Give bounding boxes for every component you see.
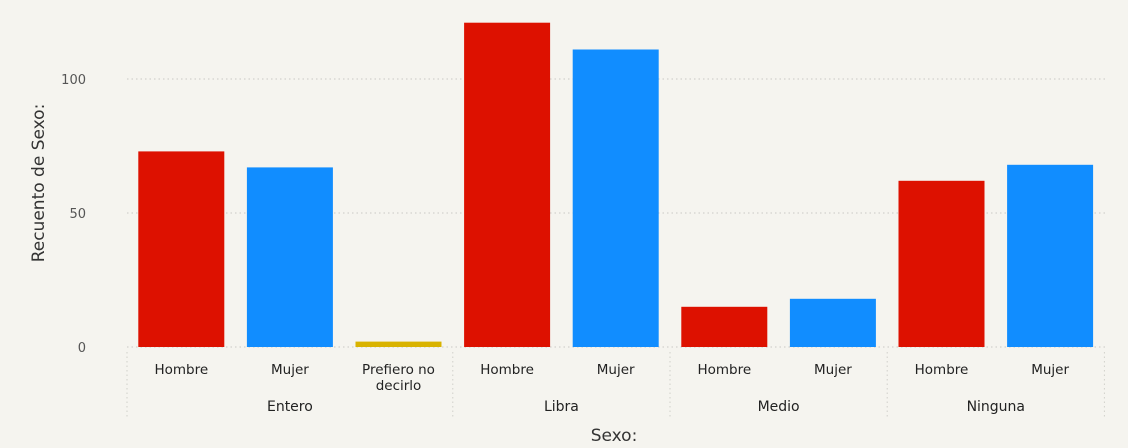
x-group-label: Ninguna bbox=[967, 399, 1025, 415]
y-axis-title: Recuento de Sexo: bbox=[29, 104, 49, 263]
bar-entero-hombre bbox=[138, 151, 225, 347]
y-axis-ticks: 0 50 100 bbox=[61, 73, 86, 356]
x-axis-labels: Hombre Mujer Prefiero no decirlo Entero Hombr… bbox=[154, 362, 1069, 415]
bar-medio-hombre bbox=[681, 306, 768, 347]
x-category-label: Prefiero no decirlo bbox=[362, 362, 435, 394]
x-category-label: Mujer bbox=[271, 362, 309, 378]
bar-entero-prefiero-no-decirlo bbox=[355, 341, 442, 347]
bar-libra-mujer bbox=[572, 49, 659, 347]
x-category-label: Hombre bbox=[154, 362, 208, 378]
y-tick-label: 0 bbox=[78, 341, 86, 356]
x-category-label: Mujer bbox=[1031, 362, 1069, 378]
y-tick-label: 50 bbox=[69, 207, 86, 222]
x-group-label: Entero bbox=[267, 399, 313, 415]
bar-entero-mujer bbox=[246, 167, 333, 347]
x-group-label: Medio bbox=[758, 399, 800, 415]
bar-ninguna-mujer bbox=[1007, 164, 1094, 347]
x-category-label: Mujer bbox=[814, 362, 852, 378]
bar-libra-hombre bbox=[464, 22, 551, 347]
x-category-label: Hombre bbox=[915, 362, 969, 378]
bar-medio-mujer bbox=[789, 298, 876, 347]
bar-ninguna-hombre bbox=[898, 180, 985, 347]
x-category-label: Mujer bbox=[597, 362, 635, 378]
x-group-label: Libra bbox=[544, 399, 579, 415]
x-axis-title: Sexo: bbox=[591, 426, 638, 446]
bars bbox=[138, 22, 1094, 347]
y-tick-label: 100 bbox=[61, 73, 86, 88]
x-category-label: Hombre bbox=[697, 362, 751, 378]
x-category-label: Hombre bbox=[480, 362, 534, 378]
